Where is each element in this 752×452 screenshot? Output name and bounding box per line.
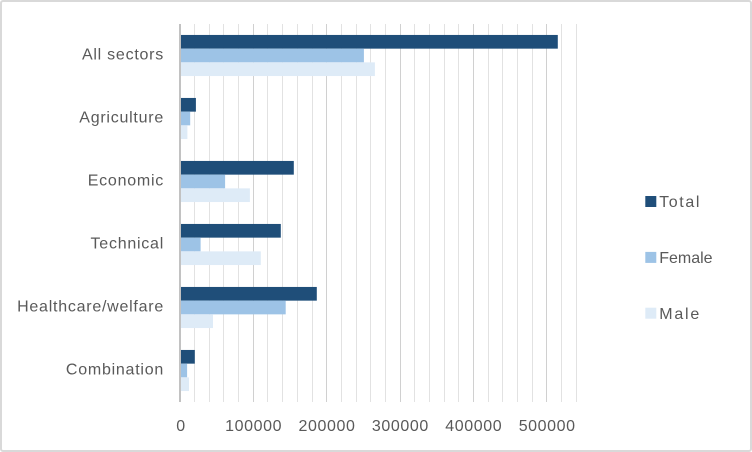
- svg-text:0: 0: [176, 418, 186, 435]
- svg-text:Technical: Technical: [91, 236, 164, 253]
- svg-text:All sectors: All sectors: [82, 47, 164, 64]
- svg-text:100000: 100000: [225, 418, 282, 435]
- svg-text:Male: Male: [659, 306, 701, 323]
- svg-text:200000: 200000: [299, 418, 356, 435]
- svg-text:Economic: Economic: [88, 173, 164, 190]
- svg-text:300000: 300000: [372, 418, 429, 435]
- svg-text:Healthcare/welfare: Healthcare/welfare: [17, 299, 164, 316]
- svg-text:400000: 400000: [445, 418, 502, 435]
- svg-text:Total: Total: [659, 194, 701, 211]
- svg-text:500000: 500000: [519, 418, 576, 435]
- svg-text:Combination: Combination: [66, 362, 164, 379]
- svg-text:Agriculture: Agriculture: [79, 110, 164, 127]
- svg-text:Female: Female: [659, 250, 712, 267]
